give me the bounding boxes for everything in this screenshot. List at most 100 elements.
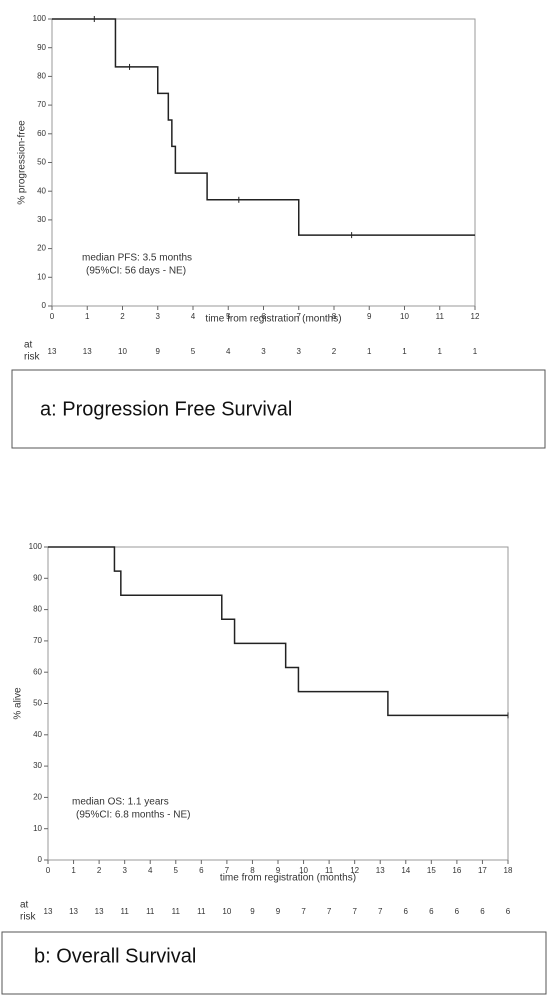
y-tick-label: 100: [33, 14, 47, 23]
x-tick-label: 10: [299, 866, 308, 875]
y-tick-label: 40: [37, 186, 46, 195]
at-risk-count: 1: [438, 347, 443, 356]
x-tick-label: 12: [471, 312, 480, 321]
at-risk-count: 13: [69, 907, 78, 916]
y-tick-label: 30: [33, 761, 42, 770]
x-tick-label: 18: [504, 866, 513, 875]
annotation: (95%CI: 56 days - NE): [86, 266, 186, 277]
x-tick-label: 11: [325, 866, 334, 875]
x-tick-label: 11: [436, 312, 445, 321]
x-tick-label: 4: [191, 312, 196, 321]
x-tick-label: 8: [332, 312, 337, 321]
x-tick-label: 0: [46, 866, 51, 875]
at-risk-count: 13: [44, 907, 53, 916]
at-risk-count: 7: [352, 907, 357, 916]
at-risk-count: 13: [48, 347, 57, 356]
x-tick-label: 14: [401, 866, 410, 875]
x-tick-label: 3: [156, 312, 161, 321]
at-risk-label: at: [20, 900, 29, 911]
at-risk-label: risk: [24, 352, 41, 363]
at-risk-count: 13: [95, 907, 104, 916]
at-risk-count: 6: [429, 907, 434, 916]
y-tick-label: 10: [37, 272, 46, 281]
at-risk-count: 11: [146, 907, 155, 916]
x-tick-label: 7: [225, 866, 230, 875]
y-tick-label: 0: [38, 855, 43, 864]
at-risk-count: 6: [455, 907, 460, 916]
y-tick-label: 100: [29, 542, 43, 551]
caption: b: Overall Survival: [34, 945, 196, 967]
x-tick-label: 0: [50, 312, 55, 321]
y-tick-label: 90: [37, 43, 46, 52]
caption: a: Progression Free Survival: [40, 398, 292, 420]
y-tick-label: 90: [33, 573, 42, 582]
at-risk-count: 13: [83, 347, 92, 356]
at-risk-count: 1: [367, 347, 372, 356]
y-tick-label: 60: [33, 667, 42, 676]
at-risk-count: 9: [276, 907, 281, 916]
x-axis-label: time from registration (months): [220, 873, 356, 884]
y-tick-label: 70: [33, 636, 42, 645]
caption-box: [1, 931, 547, 995]
y-tick-label: 80: [37, 72, 46, 81]
x-tick-label: 15: [427, 866, 436, 875]
at-risk-count: 3: [261, 347, 266, 356]
y-tick-label: 30: [37, 215, 46, 224]
x-tick-label: 2: [120, 312, 125, 321]
y-axis-label: % alive: [13, 687, 24, 720]
y-tick-label: 10: [33, 824, 42, 833]
at-risk-count: 6: [480, 907, 485, 916]
at-risk-count: 7: [327, 907, 332, 916]
at-risk-count: 3: [297, 347, 302, 356]
at-risk-count: 9: [156, 347, 161, 356]
at-risk-count: 11: [172, 907, 181, 916]
y-tick-label: 50: [37, 158, 46, 167]
y-tick-label: 20: [37, 244, 46, 253]
x-tick-label: 6: [261, 312, 266, 321]
at-risk-label: at: [24, 340, 33, 351]
at-risk-count: 6: [506, 907, 511, 916]
x-tick-label: 4: [148, 866, 153, 875]
x-tick-label: 9: [367, 312, 372, 321]
at-risk-count: 4: [226, 347, 231, 356]
x-tick-label: 1: [71, 866, 76, 875]
at-risk-count: 6: [404, 907, 409, 916]
caption-box: [11, 369, 546, 449]
at-risk-count: 7: [378, 907, 383, 916]
at-risk-count: 11: [197, 907, 206, 916]
x-tick-label: 16: [452, 866, 461, 875]
y-tick-label: 80: [33, 605, 42, 614]
at-risk-count: 2: [332, 347, 337, 356]
y-tick-label: 40: [33, 730, 42, 739]
x-tick-label: 5: [174, 866, 179, 875]
x-tick-label: 17: [478, 866, 487, 875]
x-tick-label: 8: [250, 866, 255, 875]
at-risk-count: 5: [191, 347, 196, 356]
at-risk-count: 1: [402, 347, 407, 356]
y-tick-label: 60: [37, 129, 46, 138]
x-tick-label: 6: [199, 866, 204, 875]
at-risk-count: 1: [473, 347, 478, 356]
annotation: median PFS: 3.5 months: [82, 253, 192, 264]
x-tick-label: 1: [85, 312, 90, 321]
y-tick-label: 50: [33, 699, 42, 708]
x-tick-label: 2: [97, 866, 102, 875]
at-risk-count: 11: [121, 907, 130, 916]
x-tick-label: 13: [376, 866, 385, 875]
survival-curve: [48, 546, 508, 717]
y-axis-label: % progression-free: [17, 120, 28, 205]
annotation: (95%CI: 6.8 months - NE): [76, 810, 190, 821]
at-risk-count: 10: [222, 907, 231, 916]
survival-curve: [52, 18, 475, 236]
x-tick-label: 12: [350, 866, 359, 875]
y-tick-label: 0: [42, 301, 47, 310]
x-axis-label: time from registration (months): [205, 314, 341, 325]
x-tick-label: 3: [122, 866, 127, 875]
x-tick-label: 10: [400, 312, 409, 321]
at-risk-count: 10: [118, 347, 127, 356]
x-tick-label: 7: [297, 312, 302, 321]
at-risk-count: 7: [301, 907, 306, 916]
at-risk-count: 9: [250, 907, 255, 916]
y-tick-label: 70: [37, 100, 46, 109]
